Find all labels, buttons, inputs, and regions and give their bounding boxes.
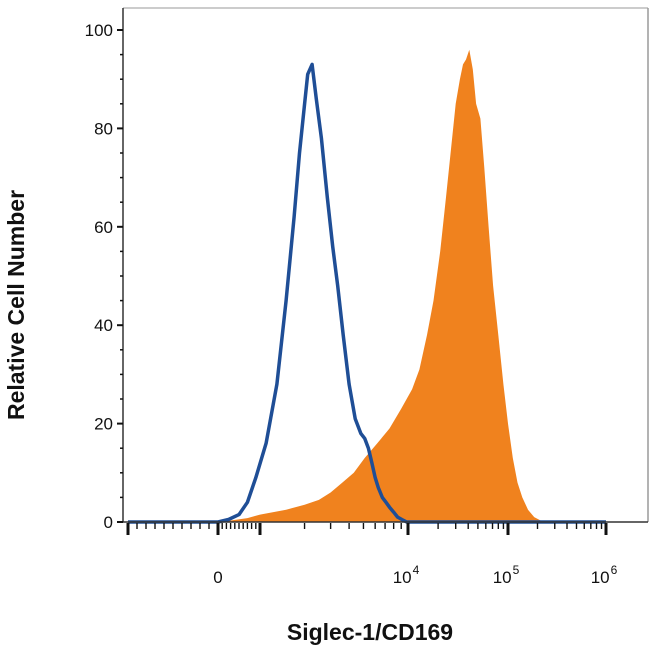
- x-tick-label: 0: [213, 568, 222, 587]
- y-axis-title: Relative Cell Number: [3, 190, 29, 420]
- x-axis-title: Siglec-1/CD169: [287, 619, 453, 645]
- y-tick-label: 60: [94, 218, 113, 237]
- x-tick-label: 106: [591, 563, 618, 587]
- x-tick-label: 104: [393, 563, 420, 587]
- chart-axes: [117, 7, 649, 535]
- chart-labels: 0 20 40 60 80 100 0 104 105 106 Siglec-1/CD169 Rela…: [3, 21, 618, 645]
- y-tick-label: 0: [104, 513, 113, 532]
- y-tick-label: 80: [94, 119, 113, 138]
- y-tick-label: 20: [94, 415, 113, 434]
- series-area-0: [128, 49, 606, 522]
- chart-marks: [128, 49, 606, 524]
- y-tick-label: 100: [85, 21, 113, 40]
- series-line-1: [128, 62, 606, 524]
- y-tick-label: 40: [94, 316, 113, 335]
- x-tick-label: 105: [493, 563, 520, 587]
